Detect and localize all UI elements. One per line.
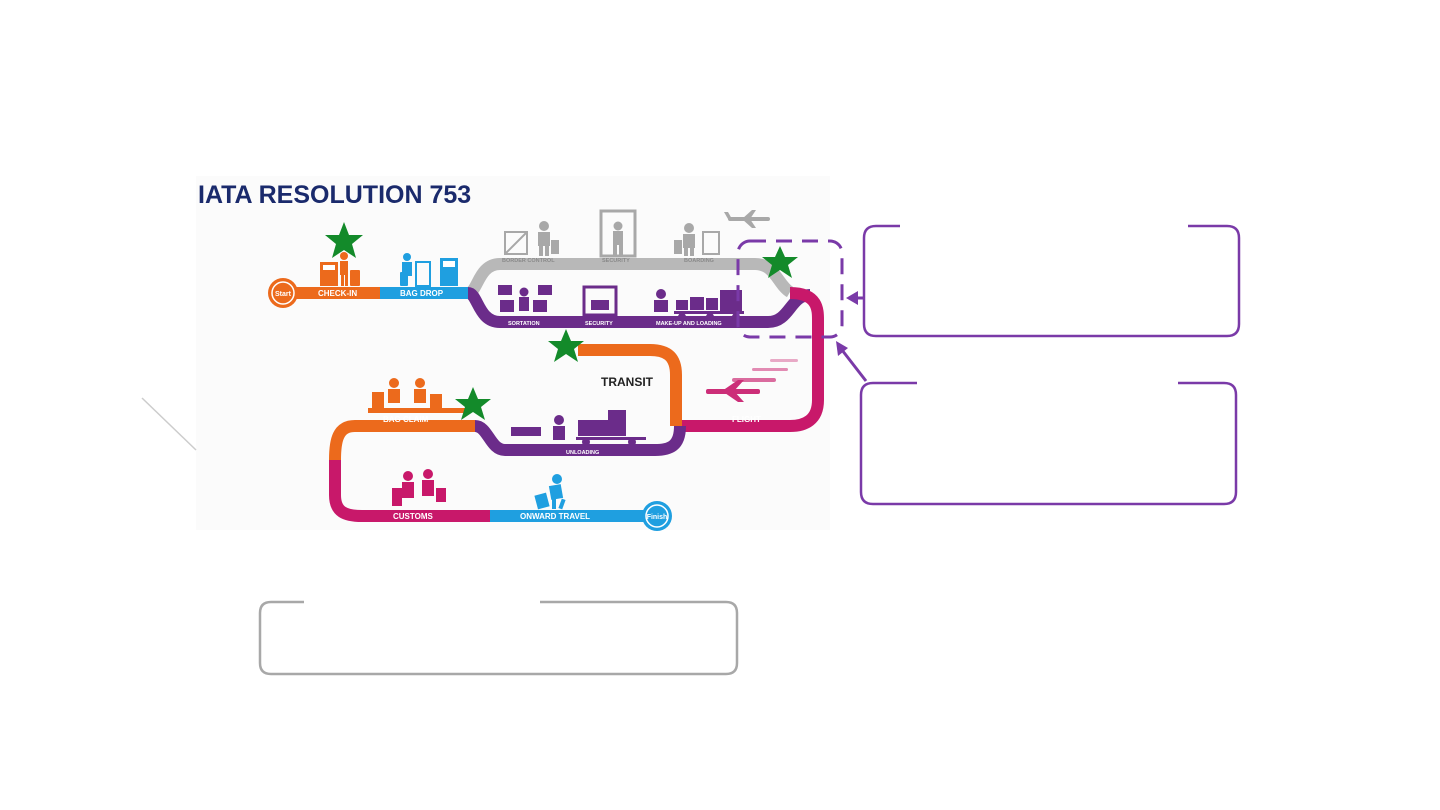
- star-icon: [762, 246, 798, 278]
- callout-box-bottom: [859, 381, 1238, 506]
- label-check-in: CHECK-IN: [318, 289, 357, 298]
- route-gray-passenger: [465, 258, 794, 299]
- route-orange-transit: [578, 344, 682, 426]
- label-border-control: BORDER CONTROL: [502, 258, 555, 264]
- check-in-desk-icon: [320, 252, 360, 286]
- star-icon: [548, 329, 584, 362]
- arrow-left-icon: [846, 291, 864, 305]
- bag-drop-kiosk-icon: [400, 253, 458, 287]
- start-badge: Start: [268, 278, 298, 308]
- label-boarding: BOARDING: [684, 258, 714, 264]
- label-unloading: UNLOADING: [566, 450, 599, 456]
- route-magenta-flight: [680, 287, 824, 432]
- traveler-icon: [534, 474, 566, 510]
- transit-label: TRANSIT: [601, 375, 654, 389]
- label-bag-claim: BAG CLAIM: [383, 415, 429, 424]
- diagram-panel: [196, 176, 830, 530]
- baggage-scanner-icon: [582, 285, 618, 317]
- star-icon: [455, 387, 491, 420]
- route-magenta-customs: [329, 460, 490, 522]
- route-purple-unloading: [473, 420, 686, 456]
- arrow-up-left-icon: [836, 341, 868, 382]
- decorative-diagonal-line: [141, 397, 197, 451]
- flight-airplanes-icon: [706, 359, 798, 402]
- stage-labels: CHECK-IN BAG DROP BORDER CONTROL SECURIT…: [318, 258, 761, 521]
- label-security-top: SECURITY: [602, 258, 630, 264]
- sortation-icon: [498, 285, 552, 312]
- security-arch-icon: [599, 209, 637, 258]
- route-orange-bagclaim: [329, 420, 475, 461]
- finish-badge: Finish: [642, 501, 672, 531]
- label-flight: FLIGHT: [732, 415, 761, 424]
- label-security-bottom: SECURITY: [585, 321, 613, 327]
- callout-box-top: [862, 224, 1241, 338]
- label-onward-travel: ONWARD TRAVEL: [520, 512, 590, 521]
- diagram-title: IATA RESOLUTION 753: [198, 181, 471, 209]
- unloading-cart-icon: [511, 410, 646, 446]
- label-make-up-loading: MAKE-UP AND LOADING: [656, 321, 722, 327]
- dashed-highlight-box: [736, 239, 844, 339]
- milestone-stars: [325, 222, 798, 420]
- label-customs: CUSTOMS: [393, 512, 434, 521]
- label-sortation: SORTATION: [508, 321, 540, 327]
- route-paths: [295, 258, 824, 522]
- route-purple-baggage: [465, 287, 811, 328]
- bag-claim-icon: [368, 378, 468, 413]
- border-control-icon: [504, 221, 559, 256]
- label-bag-drop: BAG DROP: [400, 289, 444, 298]
- airplane-icon: [724, 210, 770, 228]
- customs-icon: [392, 469, 446, 506]
- start-label: Start: [275, 291, 292, 298]
- callout-box-gray: [258, 600, 739, 676]
- finish-label: Finish: [647, 514, 668, 521]
- boarding-gate-icon: [674, 223, 720, 256]
- star-icon: [325, 222, 363, 258]
